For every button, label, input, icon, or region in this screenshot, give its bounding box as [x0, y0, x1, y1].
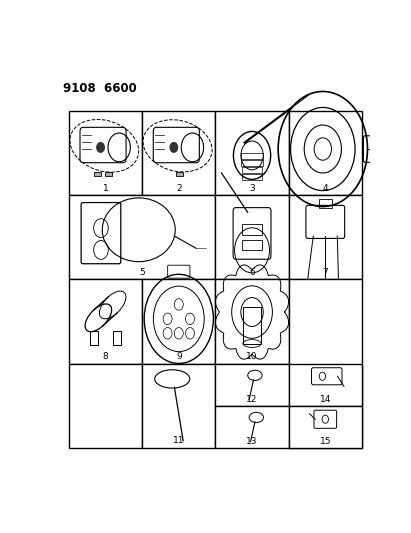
Bar	[242, 224, 262, 235]
Text: 3: 3	[249, 184, 255, 193]
Bar	[242, 167, 262, 173]
Bar	[242, 174, 262, 180]
Bar	[176, 172, 183, 176]
Bar	[215, 364, 289, 406]
Text: 15: 15	[320, 437, 331, 446]
Circle shape	[170, 143, 178, 152]
Bar	[289, 195, 362, 279]
Bar	[215, 195, 289, 279]
Text: 6: 6	[249, 268, 255, 277]
Text: 8: 8	[103, 352, 109, 361]
Text: 9108  6600: 9108 6600	[62, 83, 136, 95]
Text: 13: 13	[246, 437, 258, 446]
Text: 11: 11	[173, 436, 185, 445]
Bar	[90, 331, 98, 345]
Bar	[69, 364, 142, 448]
Bar	[241, 153, 263, 159]
Bar	[69, 279, 142, 364]
Bar	[142, 364, 215, 448]
Text: 10: 10	[246, 352, 258, 361]
Text: 4: 4	[323, 184, 328, 193]
Bar	[215, 279, 289, 364]
Text: 7: 7	[323, 268, 328, 277]
Bar	[289, 406, 362, 448]
Bar	[215, 406, 289, 448]
Bar	[215, 111, 289, 195]
Bar	[113, 331, 121, 345]
Bar	[94, 172, 101, 176]
Bar	[241, 160, 263, 166]
Text: 1: 1	[103, 184, 109, 193]
Bar	[69, 111, 142, 195]
Text: 9: 9	[176, 352, 182, 361]
Bar	[105, 172, 112, 176]
Text: 12: 12	[246, 395, 258, 404]
Bar	[289, 279, 362, 448]
Bar	[243, 307, 261, 343]
Bar	[242, 240, 262, 251]
Bar	[289, 111, 362, 195]
Circle shape	[97, 143, 104, 152]
Bar	[142, 279, 215, 364]
Text: 14: 14	[320, 395, 331, 404]
Bar	[142, 111, 215, 195]
Bar	[319, 199, 332, 208]
Bar	[69, 195, 215, 279]
Text: 2: 2	[176, 184, 182, 193]
Text: 5: 5	[139, 268, 145, 277]
Bar	[289, 364, 362, 406]
